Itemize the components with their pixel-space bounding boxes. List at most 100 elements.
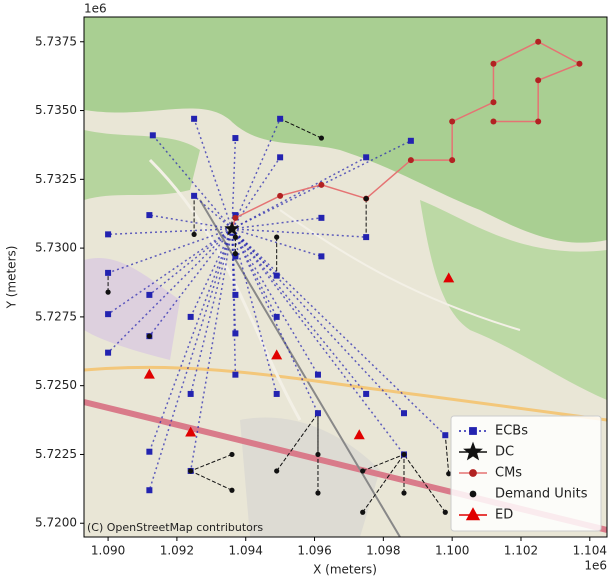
y-tick-label: 5.7225 <box>35 447 77 461</box>
dc-ecb-link <box>107 228 233 354</box>
dc-ecb-link <box>231 228 405 455</box>
cm-marker <box>277 192 284 199</box>
y-axis-label: Y (meters) <box>5 246 19 310</box>
ed-marker <box>271 349 283 360</box>
ecb-demand-link <box>190 453 233 472</box>
cm-marker <box>449 157 456 164</box>
y-tick-label: 5.7250 <box>35 378 77 392</box>
x-tick-label: 1.098 <box>366 544 400 558</box>
demand-marker <box>360 509 366 515</box>
cm-marker <box>576 60 583 67</box>
cm-marker <box>407 157 414 164</box>
demand-marker <box>363 195 369 202</box>
ed-marker <box>143 368 155 379</box>
dc-ecb-link <box>193 195 233 230</box>
ecb-marker <box>149 132 156 139</box>
ecb-marker <box>232 330 239 337</box>
dc-ecb-link <box>108 228 232 236</box>
dc-ecb-link <box>107 228 233 315</box>
ecb-marker <box>363 234 370 241</box>
ecb-marker <box>191 115 198 122</box>
legend-label: DC <box>495 445 514 460</box>
ecb-marker <box>187 390 194 397</box>
legend-marker <box>469 427 477 435</box>
y-tick-label: 5.7275 <box>35 309 77 323</box>
demand-marker <box>232 234 238 240</box>
ecb-marker <box>277 115 284 122</box>
x-tick-label: 1.104 <box>573 544 607 558</box>
demand-marker <box>229 487 235 493</box>
x-tick-label: 1.094 <box>229 544 263 558</box>
cm-marker <box>449 118 456 125</box>
map-attribution: (C) OpenStreetMap contributors <box>87 521 263 534</box>
demand-marker <box>191 231 197 237</box>
ecb-marker <box>363 390 370 397</box>
ed-marker <box>443 272 455 283</box>
demand-marker <box>105 289 111 295</box>
ecb-marker <box>146 448 153 455</box>
ecb-marker <box>277 154 284 161</box>
ed-marker <box>185 426 197 437</box>
dc-ecb-link <box>149 214 233 230</box>
ecb-marker <box>146 487 153 494</box>
plot-area <box>105 38 583 515</box>
ecb-marker <box>105 269 112 276</box>
legend-marker <box>469 490 477 498</box>
x-offset-label: 1e6 <box>584 559 607 573</box>
ecb-marker <box>105 349 112 356</box>
legend-label: ED <box>495 508 513 523</box>
legend-label: ECBs <box>495 424 528 439</box>
ecb-marker <box>363 154 370 161</box>
dc-ecb-link <box>193 118 233 230</box>
dc-ecb-link <box>231 228 405 414</box>
legend-label: Demand Units <box>495 487 588 502</box>
ecb-marker <box>191 192 198 199</box>
ecb-marker <box>273 313 280 320</box>
y-tick-label: 5.7375 <box>35 34 77 48</box>
ecb-marker <box>232 135 239 142</box>
dc-ecb-link <box>231 228 322 258</box>
cm-marker <box>318 181 325 188</box>
ecb-marker <box>105 231 112 238</box>
ecb-demand-link <box>190 470 233 491</box>
ecb-marker <box>105 311 112 318</box>
ecb-marker <box>318 253 325 260</box>
ecb-demand-link <box>444 435 450 474</box>
legend-box <box>450 415 602 532</box>
y-tick-label: 5.7350 <box>35 103 77 117</box>
cm-marker <box>232 214 239 221</box>
dc-ecb-link <box>231 156 281 230</box>
dc-ecb-link <box>231 228 319 414</box>
cm-marker <box>535 118 542 125</box>
demand-marker <box>446 471 452 477</box>
ecb-marker <box>442 432 449 439</box>
x-axis-label: X (meters) <box>313 563 377 577</box>
demand-marker <box>360 468 366 474</box>
ecb-demand-link <box>362 453 405 472</box>
demand-marker <box>229 451 235 458</box>
demand-marker <box>146 333 152 339</box>
cm-marker <box>490 118 497 125</box>
plot-frame <box>83 16 608 538</box>
dc-ecb-link <box>231 118 281 230</box>
demand-marker <box>188 468 194 474</box>
dc-marker <box>224 220 240 236</box>
y-tick-label: 5.7200 <box>35 516 77 530</box>
ecb-marker <box>400 410 407 417</box>
ecb-marker <box>146 212 153 219</box>
dc-ecb-link <box>231 156 367 230</box>
dc-ecb-link <box>152 134 233 230</box>
demand-marker <box>274 234 280 240</box>
y-tick-label: 5.7325 <box>35 172 77 186</box>
dc-ecb-link <box>189 228 233 472</box>
dc-ecb-link <box>231 228 278 395</box>
dc-ecb-link <box>107 228 233 274</box>
ecb-marker <box>318 214 325 221</box>
ecb-marker <box>187 313 194 320</box>
x-tick-label: 1.096 <box>297 544 331 558</box>
dc-ecb-link <box>148 228 233 491</box>
demand-marker <box>401 451 407 458</box>
ecb-marker <box>314 371 321 378</box>
legend-marker <box>465 507 481 521</box>
